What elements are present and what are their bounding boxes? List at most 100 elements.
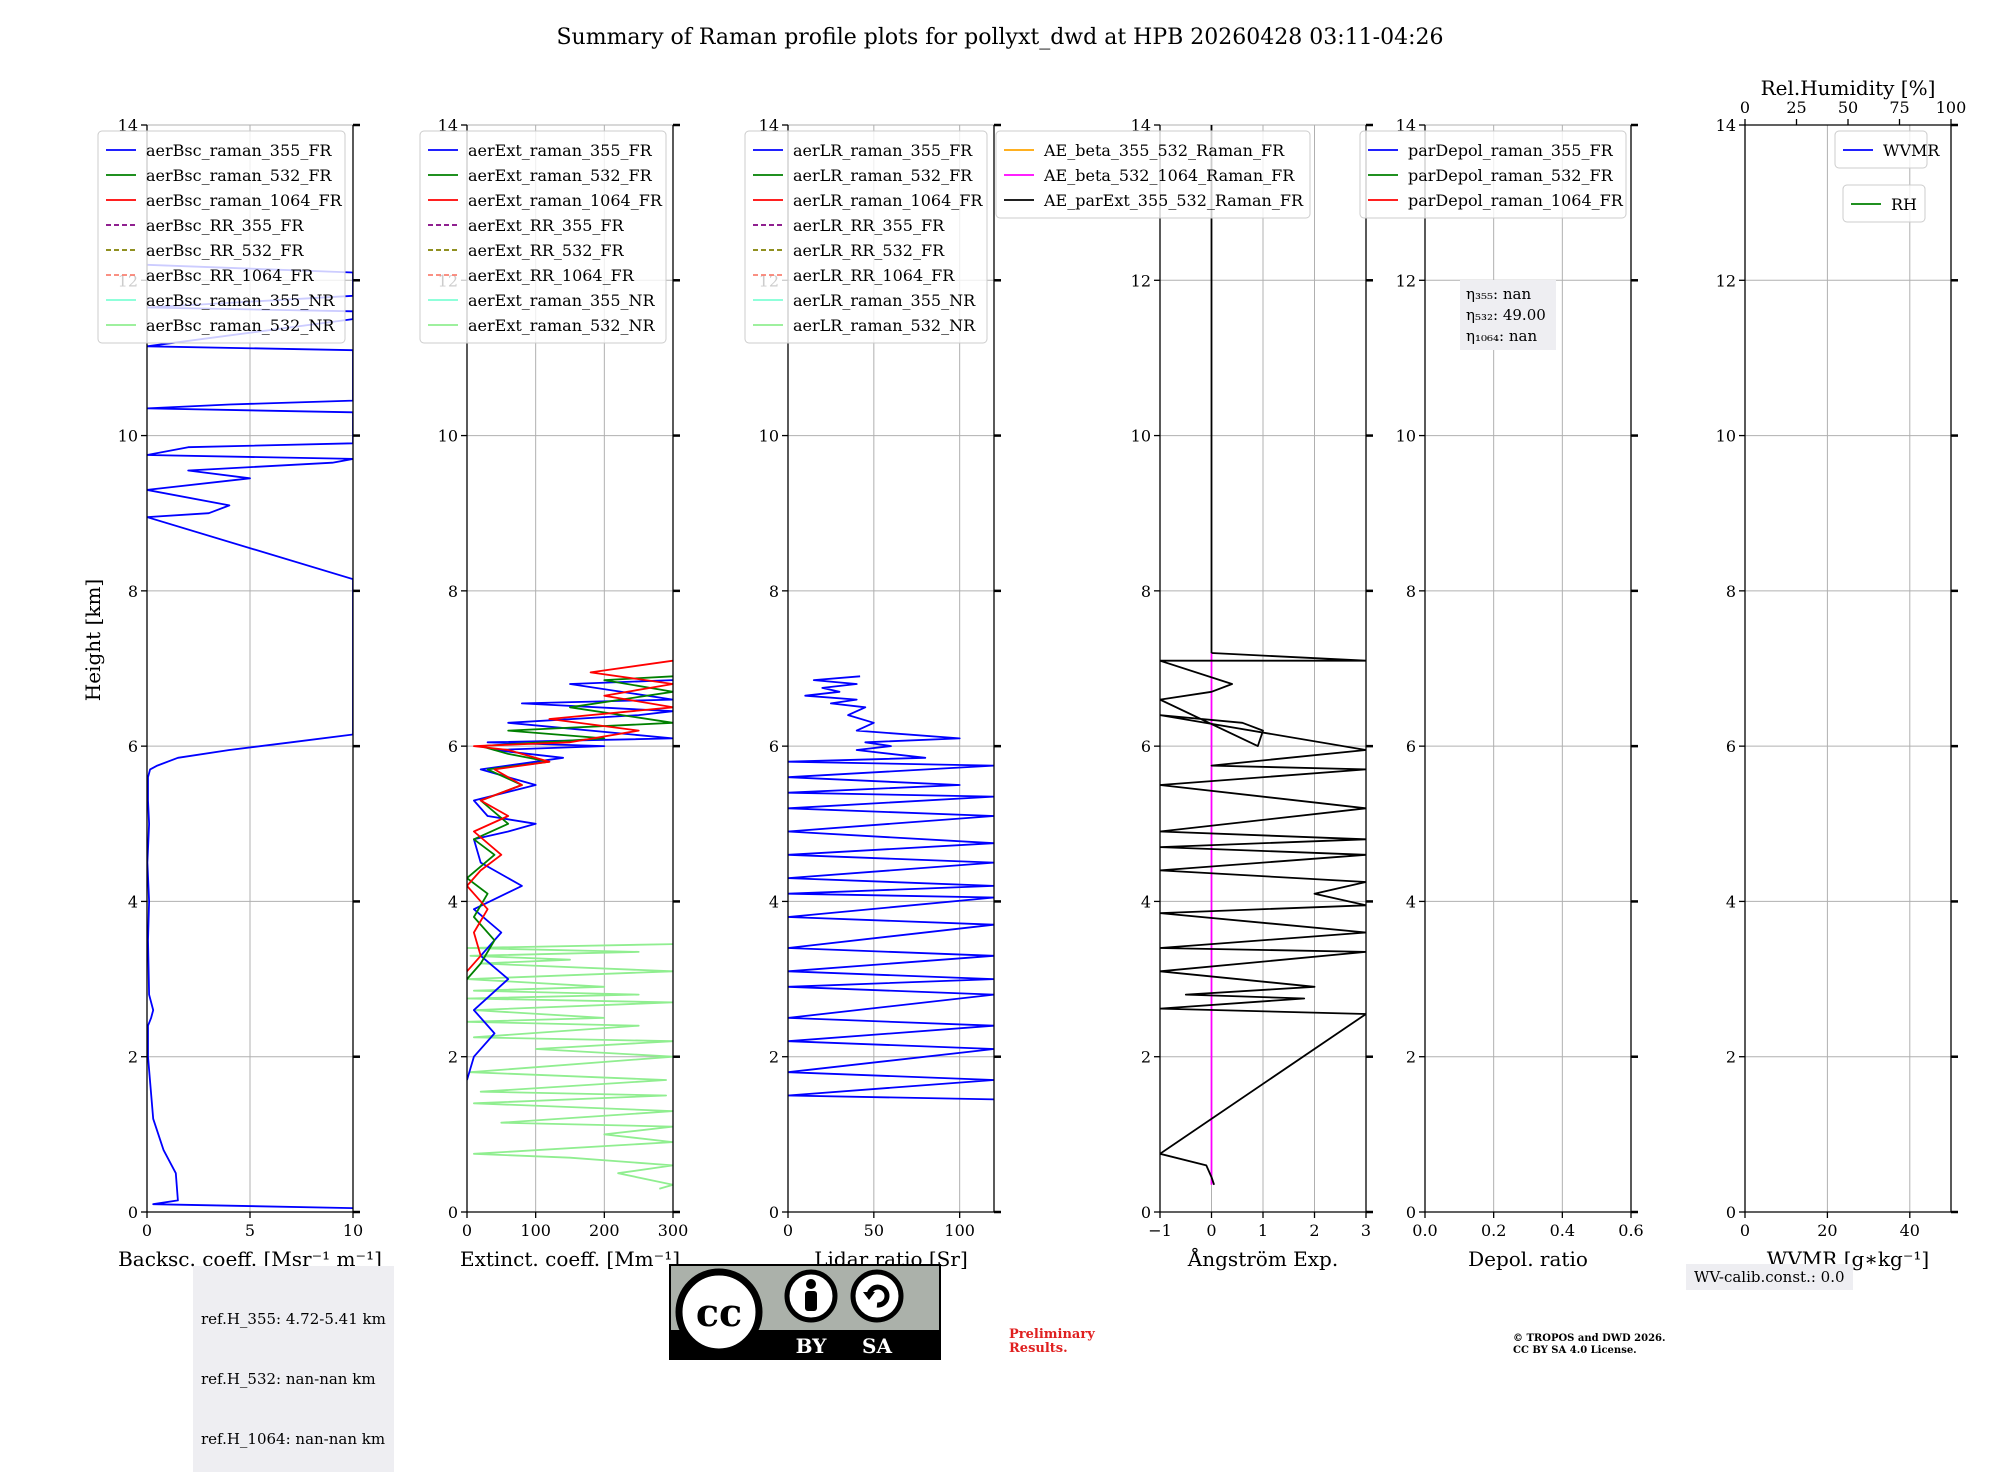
ytick-label: 12: [1131, 271, 1151, 290]
ref-height-355: ref.H_355: 4.72-5.41 km: [201, 1310, 386, 1328]
top-xtick-label: 75: [1889, 98, 1909, 117]
series-aerBsc_raman_355_FR: [147, 263, 353, 1209]
ytick-label: 0: [1726, 1203, 1736, 1222]
series-group: [467, 659, 673, 1190]
legend: RH: [1842, 184, 1926, 223]
legend-label: aerExt_raman_532_FR: [468, 166, 653, 185]
panel-ext: 024681012140100200300Extinct. coeff. [Mm…: [419, 116, 689, 1271]
legend-label: aerBsc_raman_1064_FR: [146, 191, 343, 210]
legend-label: parDepol_raman_1064_FR: [1408, 191, 1624, 210]
legend-label: aerExt_RR_355_FR: [468, 216, 625, 235]
legend-label: aerLR_RR_532_FR: [793, 241, 945, 260]
ytick-label: 8: [1406, 582, 1416, 601]
legend-label: aerLR_RR_1064_FR: [793, 266, 955, 285]
figure: Summary of Raman profile plots for polly…: [81, 25, 1966, 1271]
legend-frame: [744, 130, 988, 344]
legend-label: aerExt_RR_1064_FR: [468, 266, 635, 285]
legend-label: parDepol_raman_355_FR: [1408, 141, 1614, 160]
legend: parDepol_raman_355_FR parDepol_raman_532_…: [1359, 130, 1627, 219]
legend-label: aerBsc_raman_355_NR: [146, 291, 335, 310]
ytick-label: 6: [769, 737, 779, 756]
legend-label: aerExt_raman_355_NR: [468, 291, 656, 310]
ytick-label: 2: [1141, 1048, 1151, 1067]
panel-depol: 0 2 4 6 8 10 12 14 0.0 0.2 0.4 0.6 Depol. ratio parDe…: [1359, 116, 1644, 1271]
xtick-label: 0.6: [1618, 1221, 1643, 1240]
ytick-label: 2: [128, 1048, 138, 1067]
series-aerExt_raman_532_NR: [467, 943, 673, 1190]
legend: AE_beta_355_532_Raman_FR AE_beta_532_1064…: [995, 130, 1311, 219]
ytick-label: 0: [448, 1203, 458, 1222]
legend-frame: [97, 130, 346, 344]
panel-bsc: 024681012140510Backsc. coeff. [Msr⁻¹ m⁻¹…: [97, 116, 382, 1271]
ytick-label: 4: [128, 892, 138, 911]
xtick-label: 20: [1817, 1221, 1837, 1240]
xtick-label: 0.2: [1481, 1221, 1506, 1240]
legend-label: aerBsc_raman_355_FR: [146, 141, 332, 160]
series-aerExt_raman_1064_FR: [467, 659, 673, 972]
ytick-label: 14: [1396, 116, 1416, 135]
legend-label: aerExt_raman_1064_FR: [468, 191, 663, 210]
ytick-label: 4: [1726, 892, 1736, 911]
ytick-label: 12: [1716, 271, 1736, 290]
ytick-label: 10: [1716, 427, 1736, 446]
legend-label: aerBsc_raman_532_FR: [146, 166, 332, 185]
legend-label: aerExt_RR_532_FR: [468, 241, 625, 260]
legend-label: AE_beta_355_532_Raman_FR: [1043, 141, 1285, 160]
ytick-label: 10: [438, 427, 458, 446]
series-AE_parExt_355_532_Raman_FR: [1160, 652, 1366, 1186]
x-axis-label: Ångström Exp.: [1187, 1246, 1338, 1271]
legend-label: aerLR_raman_532_FR: [793, 166, 973, 185]
xtick-label: 200: [589, 1221, 620, 1240]
xtick-label: 0: [1740, 1221, 1750, 1240]
legend: WVMR: [1834, 130, 1940, 169]
legend-frame: [995, 130, 1311, 219]
ytick-label: 14: [118, 116, 138, 135]
xtick-label: 300: [658, 1221, 689, 1240]
eta-annotation: η₃₅₅: nan η₅₃₂: 49.00 η₁₀₆₄: nan: [1460, 280, 1556, 350]
x-axis-label: Extinct. coeff. [Mm⁻¹]: [460, 1247, 680, 1271]
ytick-label: 12: [1396, 271, 1416, 290]
top-axis-label: Rel.Humidity [%]: [1761, 76, 1936, 100]
by-text: BY: [796, 1334, 828, 1358]
ref-height-532: ref.H_532: nan-nan km: [201, 1370, 376, 1388]
ytick-label: 14: [438, 116, 458, 135]
series-group: [788, 675, 994, 1101]
legend-frame: [1834, 130, 1928, 169]
legend-label: WVMR: [1883, 141, 1940, 160]
ytick-label: 2: [1726, 1048, 1736, 1067]
ytick-label: 14: [1131, 116, 1151, 135]
top-xtick-label: 50: [1838, 98, 1858, 117]
legend-label: aerLR_raman_355_FR: [793, 141, 973, 160]
legend-label: aerLR_raman_1064_FR: [793, 191, 983, 210]
xtick-label: 3: [1361, 1221, 1371, 1240]
ytick-label: 8: [448, 582, 458, 601]
ytick-label: 8: [769, 582, 779, 601]
ytick-label: 0: [769, 1203, 779, 1222]
ytick-label: 0: [128, 1203, 138, 1222]
legend-label: aerBsc_RR_532_FR: [146, 241, 304, 260]
ytick-label: 0: [1141, 1203, 1151, 1222]
xtick-label: 0.4: [1550, 1221, 1575, 1240]
legend-frame: [1359, 130, 1627, 219]
legend-label: aerLR_raman_532_NR: [793, 316, 976, 335]
series-group: [147, 263, 353, 1209]
xtick-label: 0: [1206, 1221, 1216, 1240]
xtick-label: 40: [1900, 1221, 1920, 1240]
legend-label: AE_parExt_355_532_Raman_FR: [1043, 191, 1304, 210]
ytick-label: 8: [1726, 582, 1736, 601]
legend-label: aerExt_raman_355_FR: [468, 141, 653, 160]
copyright-note: © TROPOS and DWD 2026. CC BY SA 4.0 Lice…: [1513, 1333, 1666, 1356]
ytick-label: 0: [1406, 1203, 1416, 1222]
legend-label: aerLR_raman_355_NR: [793, 291, 976, 310]
ytick-label: 2: [769, 1048, 779, 1067]
xtick-label: 10: [343, 1221, 363, 1240]
legend-frame: [1842, 184, 1926, 223]
xtick-label: 100: [944, 1221, 975, 1240]
legend: aerLR_raman_355_FR aerLR_raman_532_FR aerL…: [744, 130, 988, 344]
legend-label: AE_beta_532_1064_Raman_FR: [1043, 166, 1295, 185]
cc-text: cc: [696, 1290, 742, 1335]
figure-title: Summary of Raman profile plots for polly…: [556, 25, 1443, 50]
eta-eta1064: η₁₀₆₄: nan: [1466, 327, 1537, 345]
xtick-label: 0: [462, 1221, 472, 1240]
